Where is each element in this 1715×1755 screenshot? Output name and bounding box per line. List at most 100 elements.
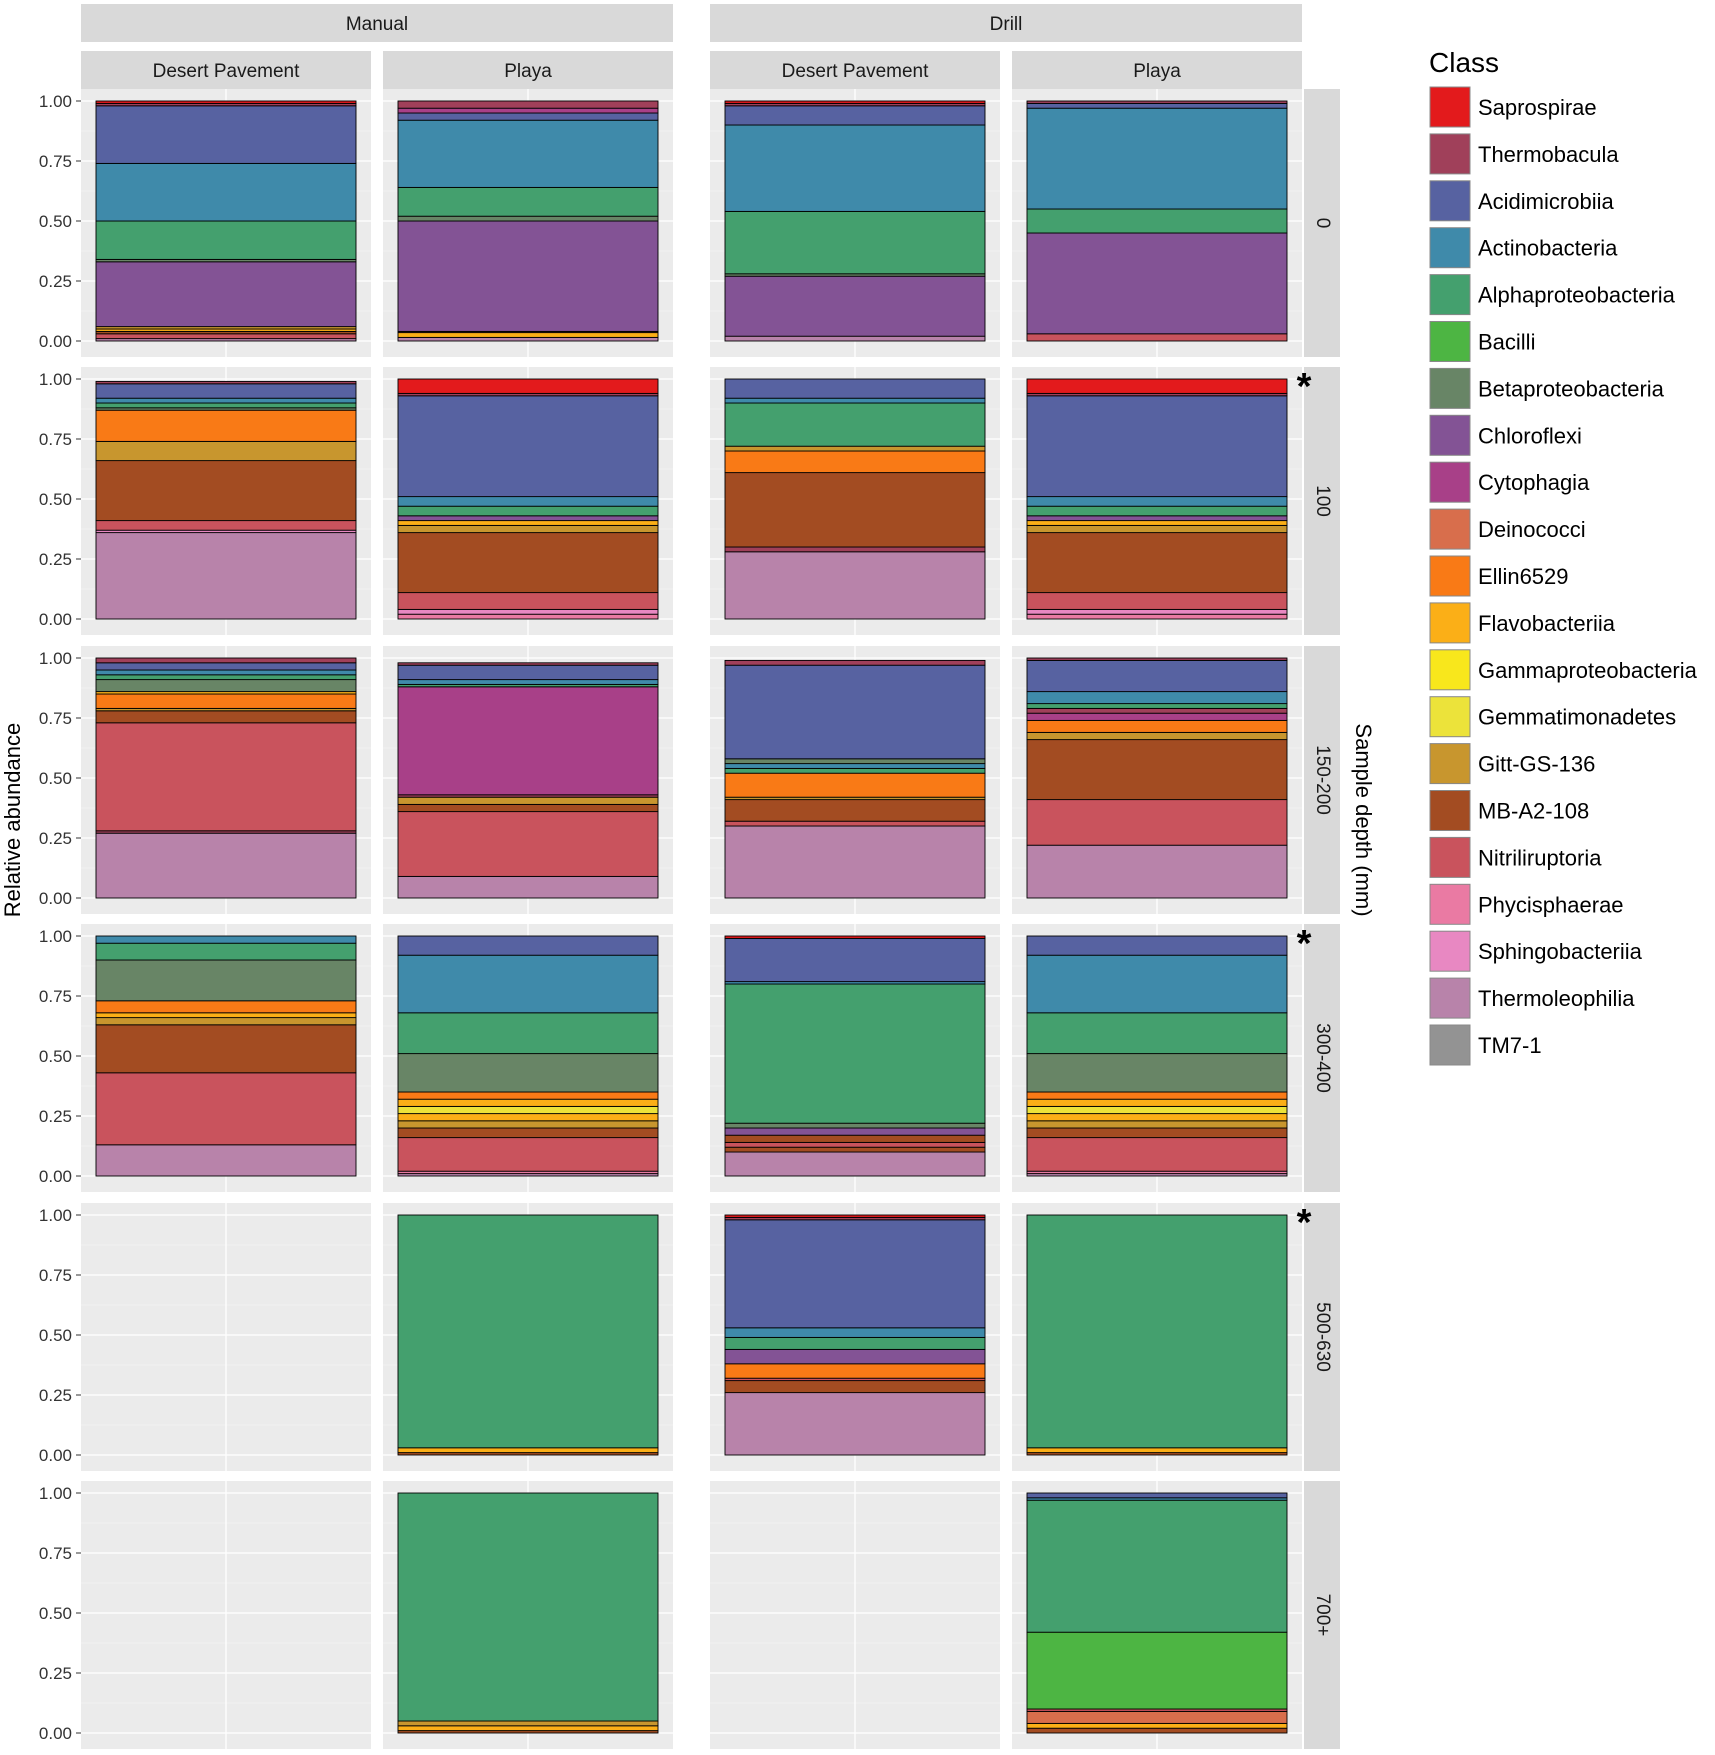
bar-segment-saprospirae (1026, 378, 1288, 394)
bar-segment-mb-a2-108 (1026, 532, 1288, 594)
legend-label: Thermobacula (1478, 142, 1619, 167)
bar-segment-cytophagia (397, 686, 659, 796)
site-strip-label: Playa (1133, 61, 1181, 82)
bar-segment-saprospirae (724, 1214, 986, 1218)
legend-swatch (1429, 133, 1471, 175)
bar-segment-ellin6529 (95, 693, 357, 709)
bar-segment-nitriliruptoria (95, 520, 357, 531)
legend-label: Gemmatimonadetes (1478, 705, 1676, 730)
bar-segment-cytophagia (1026, 712, 1288, 721)
bar-segment-actinobacteria (724, 124, 986, 212)
bar-segment-flavobacteriia (1026, 1722, 1288, 1729)
site-strip (383, 51, 673, 89)
y-tick-label: 0.75 (39, 430, 72, 449)
bar-segment-flavobacteriia (397, 1447, 659, 1454)
facet-panel (710, 924, 1000, 1192)
method-strip (81, 4, 673, 42)
method-strip (710, 4, 1302, 42)
bar-segment-flavobacteriia (1026, 1113, 1288, 1122)
bar-segment-mb-a2-108 (95, 1024, 357, 1074)
bar-segment-acidimicrobiia (724, 937, 986, 983)
bar-segment-gitt-gs-136 (397, 524, 659, 534)
bar-segment-thermoleophilia (724, 335, 986, 342)
bar-segment-sphingobacteriia (1026, 608, 1288, 615)
bar-segment-acidimicrobiia (397, 664, 659, 681)
bar-segment-gitt-gs-136 (1026, 731, 1288, 741)
legend-label: Saprospirae (1478, 95, 1597, 120)
bar-segment-chloroflexi (95, 261, 357, 328)
bar-segment-acidimicrobiia (397, 395, 659, 498)
legend-label: TM7-1 (1478, 1033, 1542, 1058)
bar-segment-alphaproteobacteria (1026, 1499, 1288, 1633)
y-tick-label: 0.00 (39, 610, 72, 629)
bar-segment-acidimicrobiia (1026, 395, 1288, 498)
legend-swatch (1429, 274, 1471, 316)
bar-segment-deinococci (1026, 1710, 1288, 1724)
bar-segment-actinobacteria (724, 763, 986, 769)
bar-segment-gemmatimonadetes (397, 1105, 659, 1115)
significance-marker: * (1297, 366, 1312, 408)
bar-segment-gitt-gs-136 (95, 440, 357, 462)
y-tick-label: 0.75 (39, 987, 72, 1006)
bar-segment-acidimicrobiia (95, 383, 357, 399)
legend-title: Class (1429, 47, 1499, 78)
legend-swatch (1429, 977, 1471, 1019)
depth-strip-label: 700+ (1312, 1594, 1333, 1637)
bar-segment-thermoleophilia (724, 551, 986, 620)
legend-swatch (1429, 649, 1471, 691)
bar-segment-betaproteobacteria (95, 959, 357, 1002)
method-strip-label: Drill (990, 14, 1023, 35)
y-tick-label: 0.25 (39, 1386, 72, 1405)
facet-panel (710, 646, 1000, 914)
bar-segment-thermobacula (1026, 657, 1288, 661)
bar-segment-thermoleophilia (724, 825, 986, 899)
bar-segment-saprospirae (397, 378, 659, 394)
legend-swatch (1429, 367, 1471, 409)
y-tick-label: 0.25 (39, 1664, 72, 1683)
facet-panel (383, 924, 673, 1192)
y-tick-label: 0.00 (39, 1167, 72, 1186)
y-tick-label: 1.00 (39, 649, 72, 668)
facet-panel (710, 1481, 1000, 1749)
bar-segment-betaproteobacteria (95, 679, 357, 693)
legend-swatch (1429, 86, 1471, 128)
bar-segment-actinobacteria (1026, 107, 1288, 210)
facet-panel (81, 924, 371, 1192)
bar-segment-alphaproteobacteria (95, 942, 357, 961)
y-tick-label: 0.50 (39, 1326, 72, 1345)
depth-strip (1304, 924, 1340, 1192)
bar-segment-acidimicrobiia (397, 112, 659, 121)
bar-segment-alphaproteobacteria (95, 402, 357, 409)
site-strip (81, 51, 371, 89)
bar-segment-ellin6529 (1026, 719, 1288, 733)
bar-segment-flavobacteriia (397, 1725, 659, 1732)
bar-segment-thermoleophilia (95, 1144, 357, 1177)
bar-segment-nitriliruptoria (724, 1141, 986, 1148)
site-strip-label: Desert Pavement (153, 61, 301, 82)
legend-swatch (1429, 461, 1471, 503)
facet-panel (1012, 89, 1302, 357)
bar-segment-actinobacteria (724, 1327, 986, 1338)
bar-segment-alphaproteobacteria (397, 1492, 659, 1722)
bar-segment-ellin6529 (95, 409, 357, 442)
depth-strip (1304, 1481, 1340, 1749)
y-tick-label: 1.00 (39, 1484, 72, 1503)
y-tick-label: 1.00 (39, 1206, 72, 1225)
bar-segment-alphaproteobacteria (1026, 1012, 1288, 1055)
bar-segment-thermoleophilia (724, 1392, 986, 1456)
bar-segment-nitriliruptoria (1026, 1137, 1288, 1172)
bar-segment-nitriliruptoria (1026, 799, 1288, 846)
facet-panel (81, 1203, 371, 1471)
legend-swatch (1429, 696, 1471, 738)
legend-swatch (1429, 602, 1471, 644)
bar-segment-ellin6529 (724, 450, 986, 474)
significance-marker: * (1297, 923, 1312, 965)
y-tick-label: 0.50 (39, 212, 72, 231)
site-strip (710, 51, 1000, 89)
bar-segment-thermoleophilia (724, 1151, 986, 1177)
y-tick-label: 0.75 (39, 152, 72, 171)
bar-segment-alphaproteobacteria (1026, 208, 1288, 234)
bar-segment-thermobacula (724, 546, 986, 553)
legend-swatch (1429, 790, 1471, 831)
